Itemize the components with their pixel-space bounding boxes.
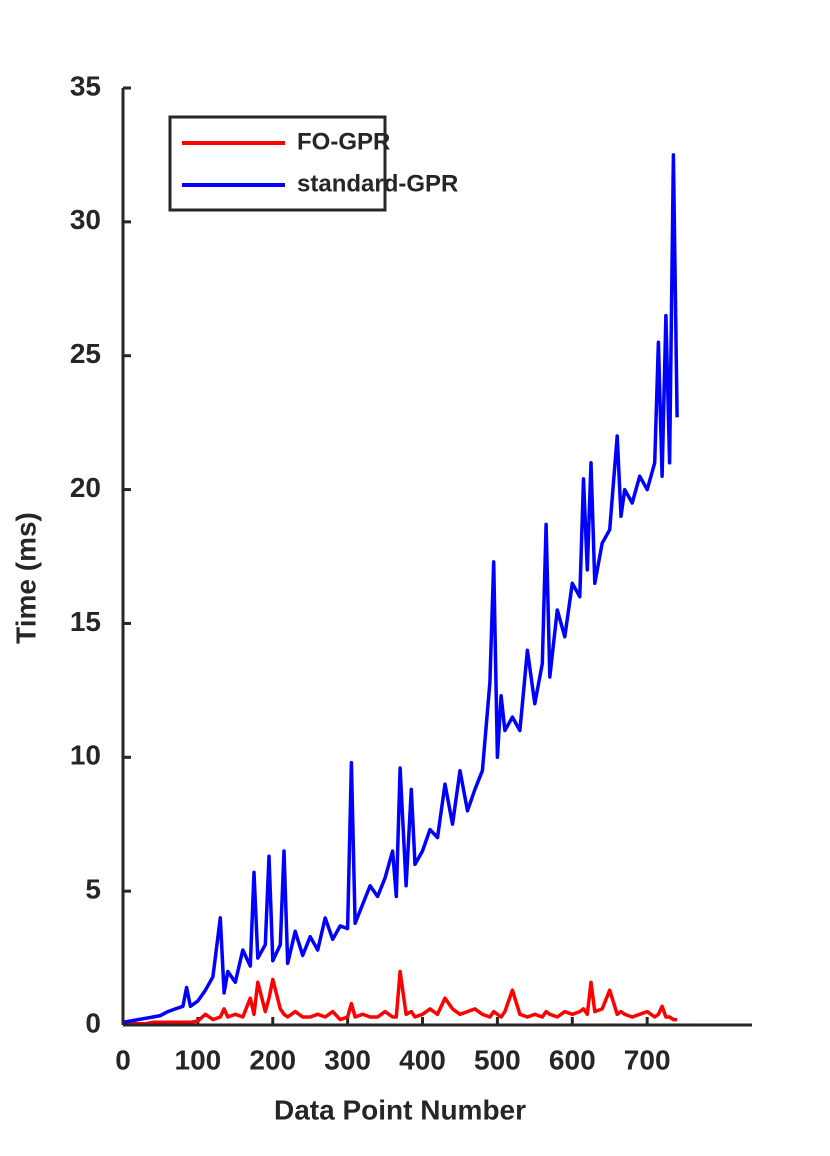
x-tick-label: 300 [324,1044,371,1075]
y-tick-label: 5 [85,874,101,905]
y-axis-label: Time (ms) [10,512,41,644]
y-tick-label: 25 [70,338,101,369]
y-tick-label: 20 [70,472,101,503]
x-tick-label: 200 [249,1044,296,1075]
x-axis-label: Data Point Number [274,1094,526,1125]
y-tick-label: 35 [70,70,101,101]
legend-label: standard-GPR [297,170,458,197]
x-tick-label: 0 [115,1044,131,1075]
y-tick-label: 30 [70,204,101,235]
x-tick-label: 500 [474,1044,521,1075]
x-tick-label: 400 [399,1044,446,1075]
y-tick-label: 10 [70,740,101,771]
x-tick-label: 600 [549,1044,596,1075]
series-line [122,153,679,1025]
legend-box [168,115,387,212]
x-tick-label: 700 [624,1044,671,1075]
y-tick-label: 15 [70,606,101,637]
legend-label: FO-GPR [297,128,390,155]
x-tick-label: 100 [175,1044,222,1075]
legend: FO-GPR standard-GPR [168,115,458,212]
y-tick-label: 0 [85,1007,101,1038]
series-line [122,969,678,1027]
